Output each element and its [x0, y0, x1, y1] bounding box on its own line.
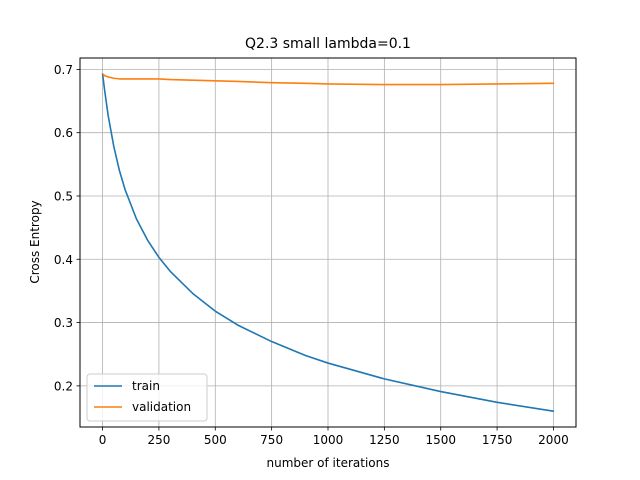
legend-label-validation: validation	[132, 400, 191, 414]
x-tick-label: 250	[147, 433, 170, 447]
x-tick-label: 500	[204, 433, 227, 447]
x-axis-label: number of iterations	[267, 456, 390, 470]
x-tick-label: 2000	[538, 433, 569, 447]
x-tick-label: 0	[99, 433, 107, 447]
series-line-train	[101, 73, 555, 412]
y-tick-label: 0.7	[54, 63, 73, 77]
y-axis-label: Cross Entropy	[28, 200, 42, 283]
x-tick-label: 1750	[482, 433, 513, 447]
y-tick-label: 0.3	[54, 316, 73, 330]
y-tick-label: 0.6	[54, 126, 73, 140]
grid	[80, 58, 576, 427]
x-tick-label: 750	[260, 433, 283, 447]
series-line-validation	[101, 73, 555, 86]
series-lines	[101, 73, 555, 412]
chart-title: Q2.3 small lambda=0.1	[245, 36, 411, 52]
axis-ticks: 0 250 500 750 1000 1250 1500 1750 2000 0.2 0.3 0.4 0…	[54, 63, 569, 447]
legend-label-train: train	[132, 379, 160, 393]
legend: train validation	[86, 373, 208, 422]
x-tick-label: 1250	[369, 433, 400, 447]
x-tick-label: 1000	[313, 433, 344, 447]
y-tick-label: 0.4	[54, 253, 73, 267]
y-tick-label: 0.2	[54, 379, 73, 393]
y-tick-label: 0.5	[54, 189, 73, 203]
x-tick-label: 1500	[425, 433, 456, 447]
